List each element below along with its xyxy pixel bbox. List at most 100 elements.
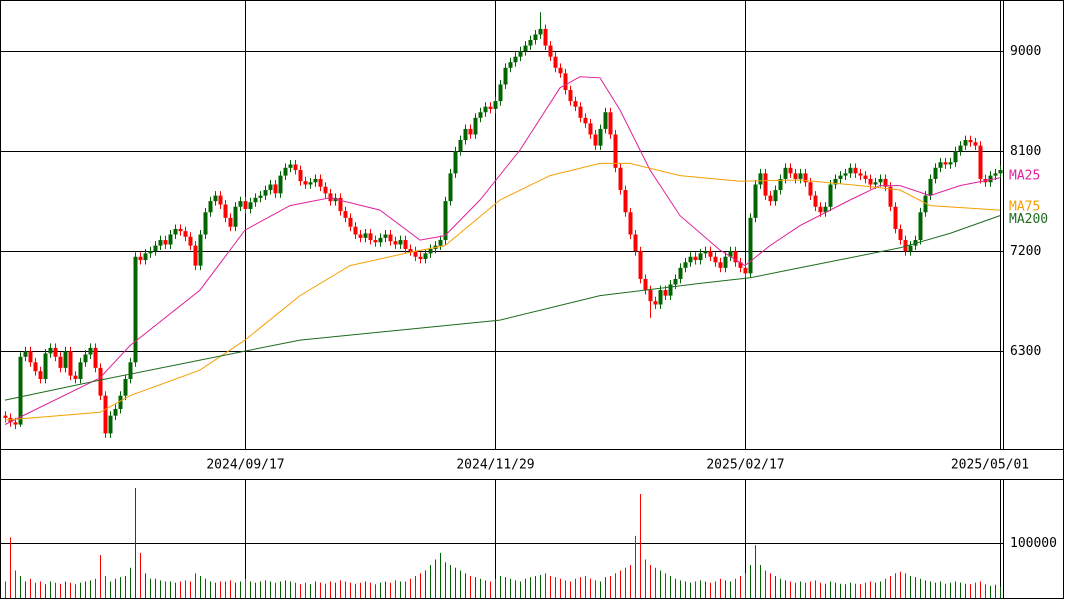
- candle-body: [478, 112, 483, 118]
- candle-body: [38, 371, 43, 379]
- candle-body: [108, 415, 113, 434]
- candle-body: [93, 347, 98, 368]
- candle-body: [598, 128, 603, 146]
- candle-body: [733, 251, 738, 263]
- candle-body: [773, 190, 778, 202]
- candle-body: [743, 267, 748, 274]
- candle-body: [593, 134, 598, 146]
- candle-body: [793, 173, 798, 179]
- candle-body: [138, 256, 143, 261]
- volume-tick-label: 100000: [1010, 536, 1057, 551]
- moving-average-line: [4, 162, 1001, 421]
- candle-body: [728, 251, 733, 257]
- y-tick-label: 9000: [1010, 44, 1041, 59]
- candle-body: [508, 62, 513, 68]
- x-tick-label: 2024/09/17: [206, 458, 284, 473]
- candle-body: [168, 234, 173, 245]
- candle-body: [418, 256, 423, 259]
- candle-body: [378, 237, 383, 243]
- candle-body: [548, 45, 553, 57]
- candle-body: [278, 175, 283, 194]
- candle-body: [998, 170, 1003, 174]
- candle-body: [978, 145, 983, 179]
- candle-body: [328, 193, 333, 202]
- candle-body: [853, 167, 858, 174]
- candle-body: [73, 375, 78, 379]
- y-tick-label: 6300: [1010, 344, 1041, 359]
- candle-body: [828, 184, 833, 207]
- candle-body: [648, 290, 653, 302]
- candle-body: [888, 186, 893, 207]
- candle-body: [718, 262, 723, 268]
- candle-body: [968, 140, 973, 143]
- candle-body: [58, 356, 63, 368]
- candle-body: [383, 234, 388, 238]
- candle-body: [493, 101, 498, 109]
- candle-body: [638, 251, 643, 279]
- candle-body: [818, 206, 823, 213]
- moving-average-line: [4, 215, 1001, 401]
- candle-body: [218, 195, 223, 205]
- candle-body: [353, 226, 358, 235]
- candle-body: [283, 167, 288, 176]
- candle-body: [13, 422, 18, 425]
- candle-body: [788, 167, 793, 174]
- candle-body: [413, 251, 418, 257]
- candle-body: [348, 217, 353, 227]
- candle-body: [568, 90, 573, 102]
- candle-body: [518, 51, 523, 57]
- candle-body: [28, 351, 33, 363]
- candle-body: [363, 233, 368, 238]
- candle-body: [738, 262, 743, 268]
- candle-body: [63, 351, 68, 368]
- candle-body: [993, 173, 998, 176]
- candle-body: [678, 267, 683, 279]
- candle-body: [258, 195, 263, 198]
- candle-body: [833, 178, 838, 185]
- x-tick-label: 2025/05/01: [951, 458, 1029, 473]
- candle-body: [303, 181, 308, 185]
- candle-body: [458, 140, 463, 152]
- legend-label: MA200: [1009, 212, 1048, 227]
- candle-body: [758, 173, 763, 185]
- candle-body: [208, 201, 213, 213]
- legend-label: MA25: [1009, 168, 1040, 183]
- candle-body: [368, 233, 373, 241]
- candle-body: [513, 56, 518, 63]
- candle-body: [608, 112, 613, 135]
- candle-body: [708, 251, 713, 257]
- candle-body: [158, 240, 163, 246]
- candle-body: [133, 256, 138, 363]
- candle-body: [553, 56, 558, 68]
- candle-body: [768, 195, 773, 202]
- candle-body: [973, 142, 978, 146]
- candle-body: [268, 184, 273, 191]
- candle-body: [223, 204, 228, 218]
- candle-body: [298, 170, 303, 182]
- candle-body: [963, 140, 968, 146]
- candle-body: [403, 240, 408, 249]
- candle-body: [893, 206, 898, 229]
- candle-body: [838, 175, 843, 179]
- candle-body: [263, 190, 268, 196]
- candle-body: [78, 362, 83, 379]
- candle-body: [233, 206, 238, 227]
- candle-body: [23, 351, 28, 357]
- candle-body: [653, 301, 658, 305]
- candle-body: [908, 245, 913, 252]
- candle-body: [618, 167, 623, 191]
- candle-body: [958, 145, 963, 152]
- candle-body: [748, 217, 753, 274]
- candle-body: [463, 128, 468, 141]
- candle-body: [628, 212, 633, 235]
- candle-body: [873, 182, 878, 185]
- candle-body: [713, 256, 718, 263]
- candle-body: [18, 356, 23, 425]
- candle-body: [558, 67, 563, 74]
- candle-body: [778, 178, 783, 191]
- candle-body: [313, 178, 318, 183]
- candle-body: [143, 253, 148, 261]
- candle-body: [238, 201, 243, 207]
- candle-body: [88, 347, 93, 355]
- candle-body: [173, 228, 178, 235]
